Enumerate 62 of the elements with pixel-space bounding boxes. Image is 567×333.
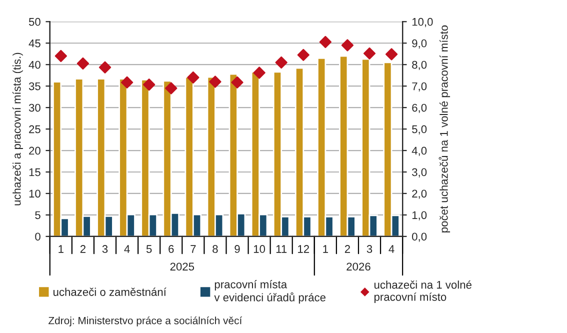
y-tick-label: 15 [29, 168, 40, 176]
point [297, 48, 310, 62]
x-tick-label: 11 [276, 245, 287, 253]
y2-axis-title: počet uchazečů na 1 volné pracovní místo [438, 25, 450, 232]
y-tick-label: 20 [29, 146, 40, 155]
point [231, 76, 244, 89]
point [187, 71, 200, 84]
x-tick-label: 7 [190, 245, 196, 253]
y-tick-label: 50 [28, 18, 40, 26]
x-tick-label: 8 [212, 245, 218, 253]
x-tick-label: 4 [124, 245, 130, 253]
point [54, 50, 67, 62]
text: Zdroj: Ministerstvo práce a sociálních věcí [48, 316, 242, 326]
x-tick-label: 1 [58, 245, 64, 253]
x-tick-label: 6 [168, 245, 174, 253]
x-tick-label: 4 [388, 245, 394, 253]
point [120, 76, 134, 89]
y2-tick-label: 9,0 [412, 39, 427, 49]
x-tick-label: 2 [344, 245, 350, 253]
text: 2025 [170, 262, 194, 271]
point [363, 47, 376, 60]
point [165, 82, 178, 94]
y2-tick-label: 4,0 [412, 146, 427, 156]
point [275, 56, 288, 69]
point [253, 66, 266, 79]
x-tick-label: 2 [80, 245, 86, 253]
y-tick-label: 45 [28, 40, 40, 48]
x-tick-label: 12 [298, 245, 310, 253]
y2-tick-label: 0,0 [412, 232, 427, 242]
point [209, 76, 222, 88]
point [143, 78, 156, 91]
x-tick-label: 9 [234, 245, 240, 253]
y2-tick-label: 1,0 [412, 211, 427, 220]
legend-label: uchazeči na 1 volné pracovní místo [374, 280, 472, 304]
y2-tick-label: 7,0 [412, 82, 427, 92]
point [76, 57, 90, 70]
y2-tick-label: 6,0 [412, 104, 427, 114]
x-tick-label: 10 [254, 245, 266, 253]
y-tick-label: 25 [29, 125, 40, 134]
text: 2026 [346, 262, 370, 271]
x-tick-label: 5 [146, 245, 152, 253]
y2-tick-label: 8,0 [412, 60, 427, 70]
point [319, 36, 332, 48]
y-tick-label: 5 [35, 211, 40, 220]
x-tick-label: 1 [323, 245, 328, 253]
y2-tick-label: 3,0 [412, 168, 427, 178]
x-tick-label: 3 [366, 245, 372, 253]
point [385, 48, 398, 60]
y-axis-title: uchazeči a pracovní místa (tis.) [12, 52, 23, 206]
point [341, 39, 354, 52]
y2-tick-label: 10,0 [412, 18, 433, 28]
legend-label: uchazeči o zaměstnání [54, 288, 166, 296]
x-tick-label: 3 [102, 245, 108, 253]
y-tick-label: 0 [35, 232, 40, 241]
y2-tick-label: 5,0 [412, 125, 427, 134]
y-tick-label: 10 [29, 190, 40, 198]
legend-label: pracovní místa v evidenci úřadů práce [214, 280, 326, 304]
y-tick-label: 35 [28, 82, 40, 90]
point [98, 61, 112, 74]
y-tick-label: 40 [28, 60, 40, 69]
y-tick-label: 30 [28, 104, 40, 112]
y2-tick-label: 2,0 [412, 190, 427, 199]
